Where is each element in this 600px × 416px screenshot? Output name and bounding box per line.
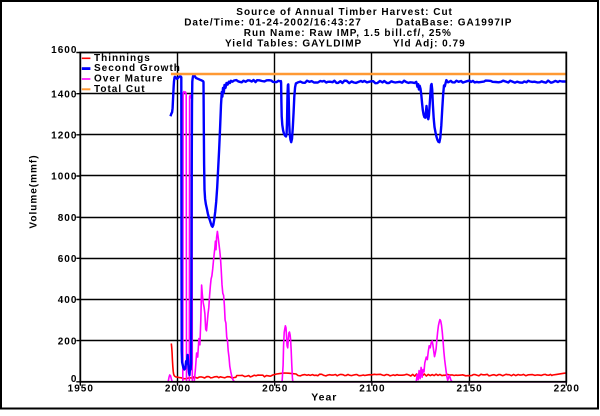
svg-text:600: 600	[58, 254, 78, 265]
svg-text:Thinnings: Thinnings	[94, 53, 151, 64]
svg-text:2000: 2000	[165, 383, 191, 394]
svg-text:Yield Tables: GAYLDIMP: Yield Tables: GAYLDIMP	[225, 38, 362, 49]
svg-text:Second Growth: Second Growth	[94, 63, 181, 74]
svg-text:2050: 2050	[262, 383, 288, 394]
svg-text:Source of Annual Timber Harves: Source of Annual Timber Harvest: Cut	[236, 7, 453, 18]
svg-text:Total Cut: Total Cut	[94, 84, 146, 95]
svg-text:400: 400	[58, 295, 78, 306]
svg-text:800: 800	[58, 213, 78, 224]
svg-text:Run Name: Raw IMP, 1.5 bill.cf: Run Name: Raw IMP, 1.5 bill.cf/, 25%	[244, 28, 452, 39]
svg-text:Date/Time: 01-24-2002/16:43:27: Date/Time: 01-24-2002/16:43:27	[184, 18, 362, 29]
svg-text:Year: Year	[311, 391, 337, 403]
svg-text:1600: 1600	[51, 45, 77, 56]
svg-text:1200: 1200	[51, 131, 77, 142]
svg-text:DataBase: GA1997IP: DataBase: GA1997IP	[396, 18, 512, 29]
svg-text:2100: 2100	[359, 383, 385, 394]
svg-text:Yld Adj: 0.79: Yld Adj: 0.79	[393, 38, 466, 49]
svg-text:2150: 2150	[456, 383, 482, 394]
svg-text:1000: 1000	[51, 172, 77, 183]
svg-text:Over Mature: Over Mature	[94, 74, 163, 85]
svg-text:200: 200	[58, 336, 78, 347]
svg-text:2200: 2200	[554, 383, 580, 394]
svg-text:1950: 1950	[68, 383, 94, 394]
svg-text:1400: 1400	[51, 89, 77, 100]
svg-text:0: 0	[71, 374, 78, 385]
svg-text:Volume(mmf): Volume(mmf)	[29, 154, 40, 228]
